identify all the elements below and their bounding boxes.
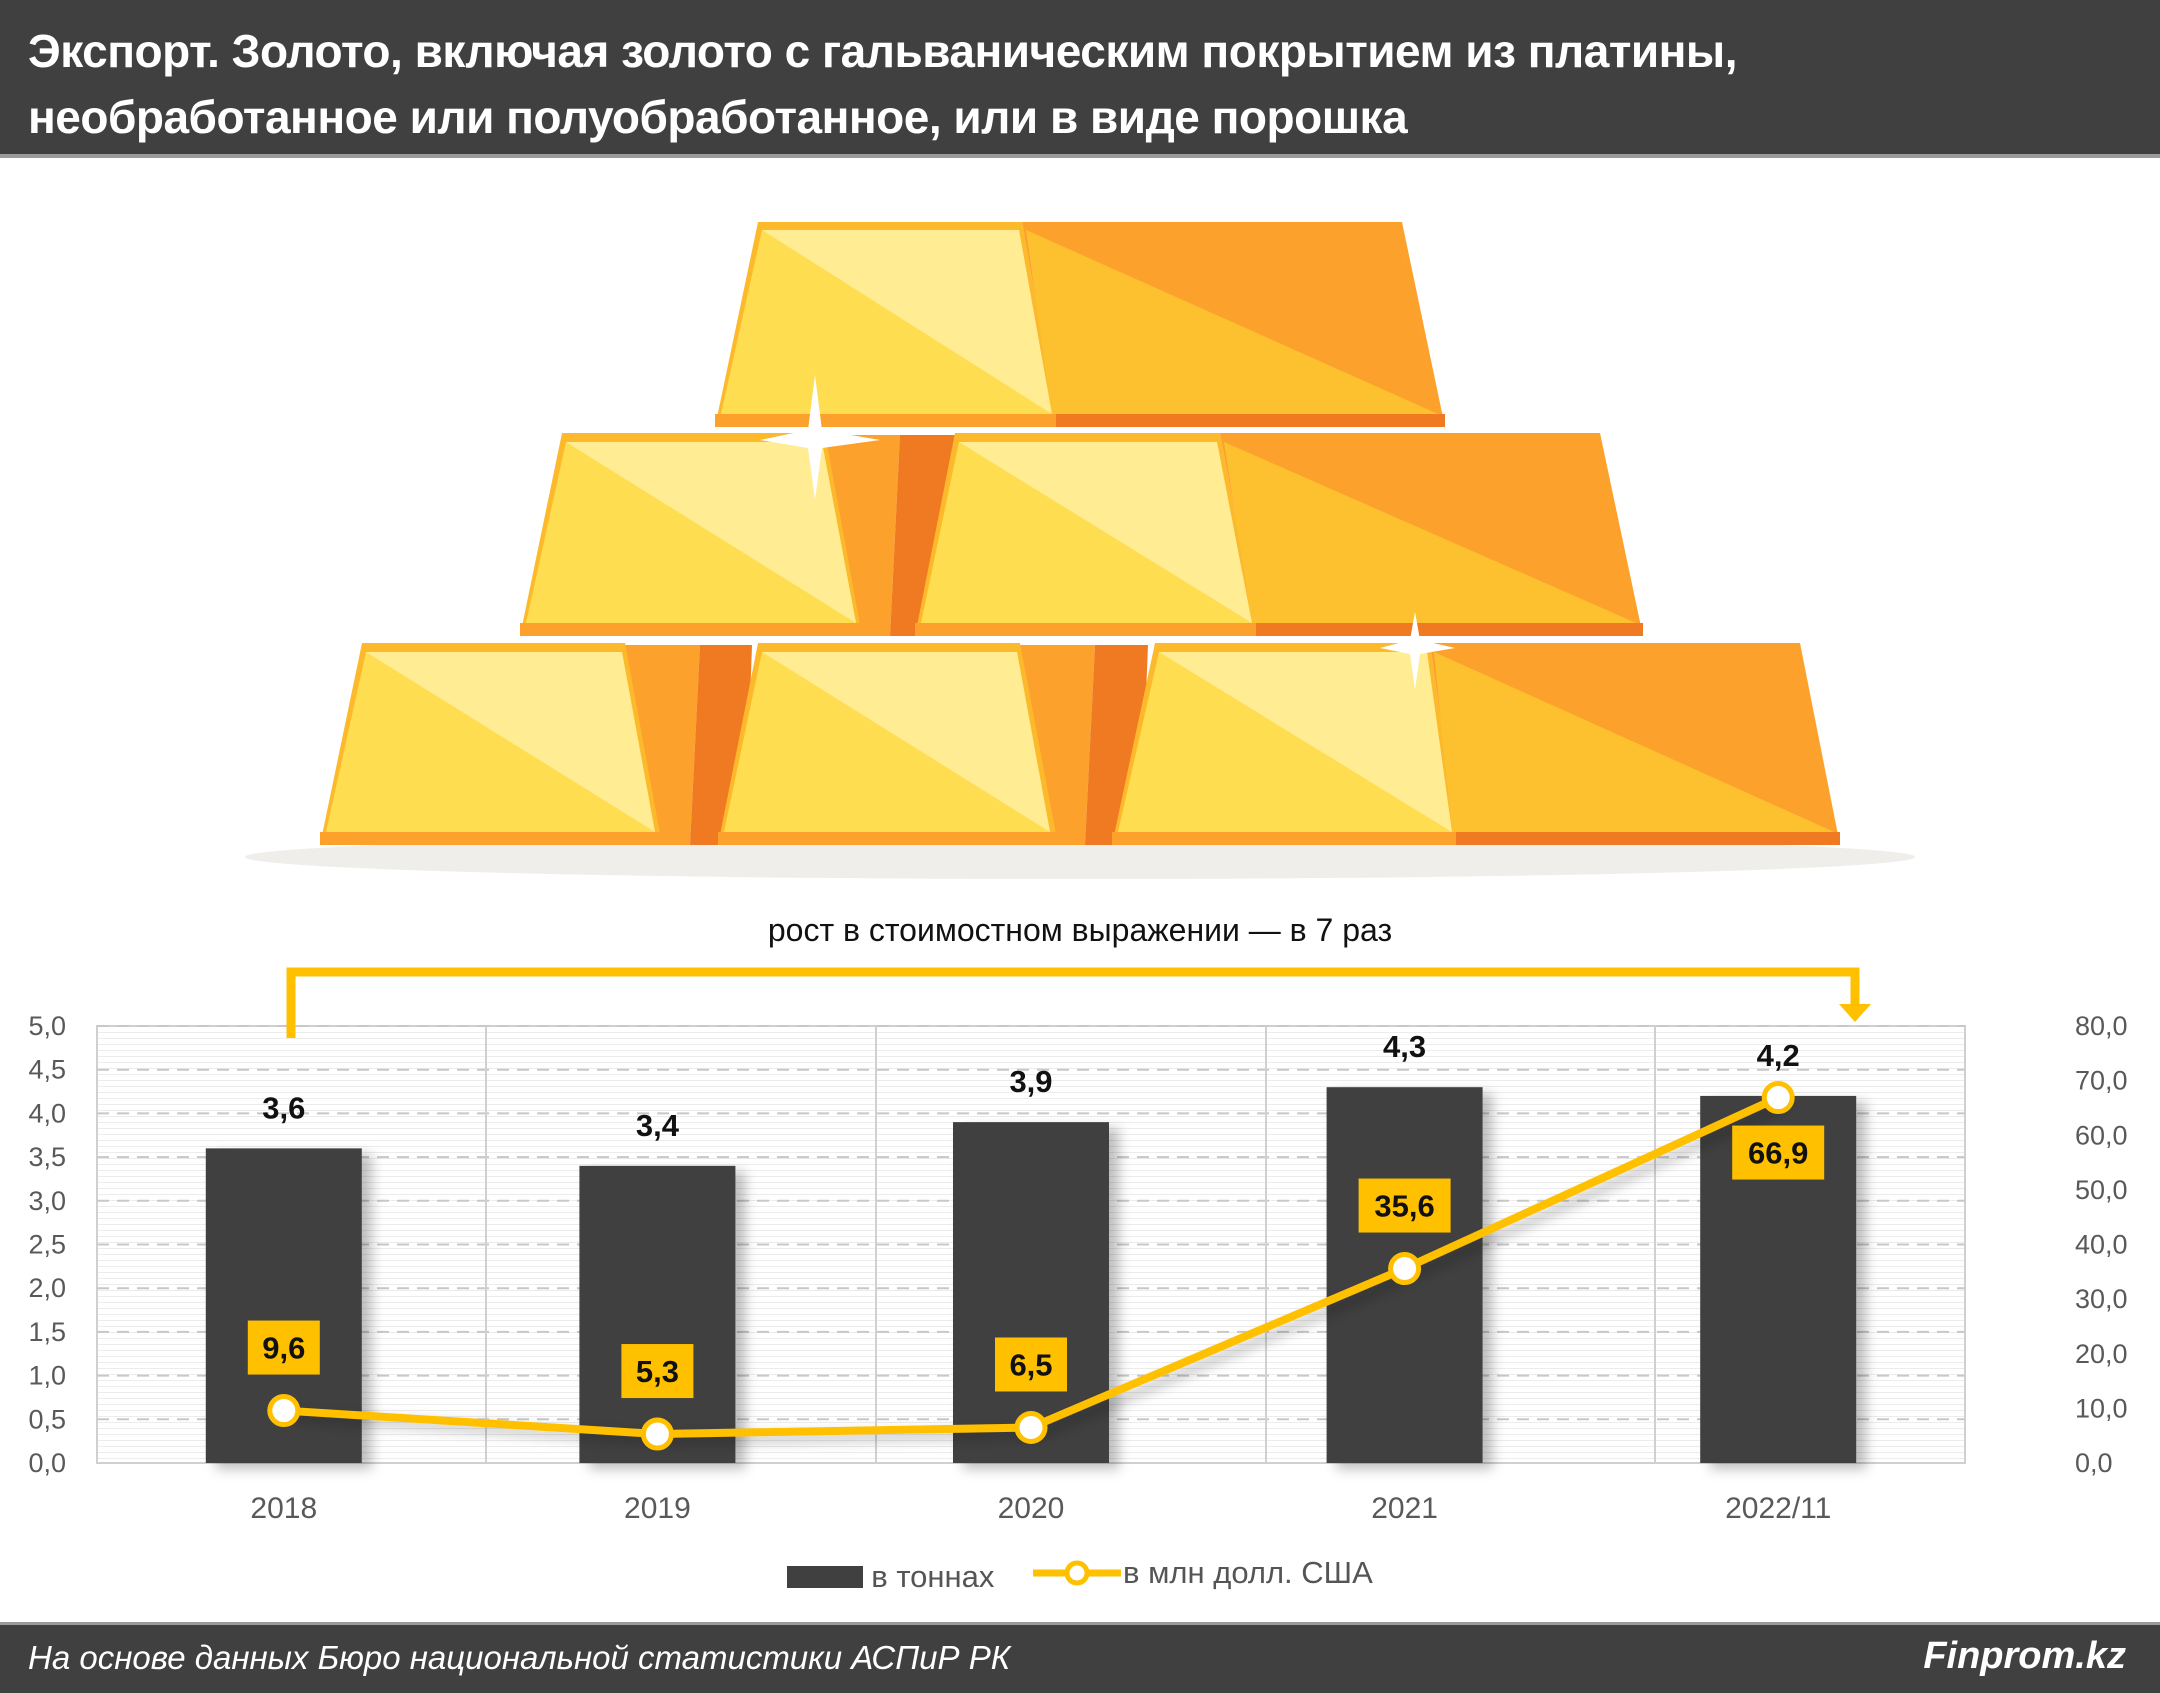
line-value-label: 6,5 bbox=[995, 1337, 1067, 1392]
right-y-axis: 0,0 10,0 20,0 30,0 40,0 50,0 60,0 70,0 80,0 bbox=[2075, 1011, 2128, 1478]
ground-shadow bbox=[245, 835, 1915, 879]
line-marker bbox=[1014, 1410, 1048, 1444]
legend-bar-swatch-icon bbox=[787, 1566, 864, 1588]
header-bar: Экспорт. Золото, включая золото с гальва… bbox=[0, 0, 2160, 158]
growth-annotation: рост в стоимостном выражении — в 7 раз bbox=[767, 912, 1393, 948]
gold-bar-row-bottom bbox=[320, 643, 1840, 845]
growth-bracket-arrow bbox=[286, 967, 1860, 1038]
bar-value-label: 3,9 bbox=[1009, 1064, 1052, 1099]
left-axis-tick: 3,0 bbox=[28, 1186, 66, 1216]
left-axis-tick: 5,0 bbox=[28, 1011, 66, 1041]
right-axis-tick: 40,0 bbox=[2075, 1230, 2128, 1260]
chart-title-line-1: Экспорт. Золото, включая золото с гальва… bbox=[28, 25, 1737, 77]
chart-title-line-2: необработанное или полуобработанное, или… bbox=[28, 91, 1408, 143]
right-axis-tick: 20,0 bbox=[2075, 1339, 2128, 1369]
gold-bars-pyramid-icon bbox=[245, 222, 1915, 879]
left-axis-tick: 4,0 bbox=[28, 1098, 66, 1128]
left-axis-tick: 1,5 bbox=[28, 1317, 66, 1347]
category-separators bbox=[485, 1026, 1656, 1463]
right-axis-tick: 30,0 bbox=[2075, 1284, 2128, 1314]
svg-text:9,6: 9,6 bbox=[262, 1331, 305, 1366]
left-y-axis: 0,0 0,5 1,0 1,5 2,0 2,5 3,0 3,5 4,0 4,5 5,0 bbox=[28, 1011, 66, 1478]
source-note: На основе данных Бюро национальной стати… bbox=[28, 1639, 1011, 1676]
line-series-usd bbox=[267, 1081, 1795, 1451]
right-axis-tick: 10,0 bbox=[2075, 1393, 2128, 1423]
right-axis-tick: 80,0 bbox=[2075, 1011, 2128, 1041]
right-axis-tick: 50,0 bbox=[2075, 1175, 2128, 1205]
right-axis-tick: 60,0 bbox=[2075, 1120, 2128, 1150]
line-marker bbox=[1761, 1081, 1795, 1115]
x-axis-tick: 2022/11 bbox=[1725, 1492, 1831, 1525]
bar-value-label: 3,6 bbox=[262, 1090, 305, 1125]
bar-value-label: 4,3 bbox=[1383, 1029, 1426, 1064]
line-value-label: 35,6 bbox=[1358, 1178, 1451, 1233]
right-axis-tick: 0,0 bbox=[2075, 1448, 2113, 1478]
svg-text:66,9: 66,9 bbox=[1748, 1136, 1808, 1171]
bar-value-label: 3,4 bbox=[636, 1108, 680, 1143]
right-axis-tick: 70,0 bbox=[2075, 1066, 2128, 1096]
arrow-down-icon bbox=[1839, 1004, 1871, 1022]
x-axis-tick: 2018 bbox=[250, 1492, 317, 1525]
footer-bar: На основе данных Бюро национальной стати… bbox=[0, 1622, 2160, 1693]
line-marker bbox=[1388, 1252, 1422, 1286]
svg-text:5,3: 5,3 bbox=[636, 1354, 679, 1389]
legend-line-marker-icon bbox=[1033, 1560, 1122, 1586]
chart-title: Экспорт. Золото, включая золото с гальва… bbox=[28, 18, 2128, 150]
line-marker bbox=[267, 1394, 301, 1428]
bar-value-label: 4,2 bbox=[1757, 1038, 1800, 1073]
svg-text:35,6: 35,6 bbox=[1374, 1189, 1434, 1224]
left-axis-tick: 2,5 bbox=[28, 1230, 66, 1260]
legend-item-tonnes: в тоннах bbox=[787, 1559, 994, 1595]
left-axis-tick: 0,5 bbox=[28, 1404, 66, 1434]
left-axis-tick: 3,5 bbox=[28, 1142, 66, 1172]
x-axis: 2018 2019 2020 2021 2022/11 bbox=[250, 1492, 1831, 1525]
bar-value-labels: 3,6 3,4 3,9 4,3 4,2 bbox=[262, 1029, 1800, 1143]
sparkle-icon bbox=[760, 375, 1455, 690]
gold-bar-row-top bbox=[715, 222, 1445, 427]
x-axis-tick: 2021 bbox=[1371, 1492, 1438, 1525]
line-value-labels: 9,6 5,3 6,5 35,6 66,9 bbox=[247, 1125, 1825, 1399]
line-value-label: 9,6 bbox=[247, 1320, 320, 1375]
line-value-label: 5,3 bbox=[621, 1344, 694, 1399]
line-value-label: 66,9 bbox=[1732, 1125, 1825, 1180]
left-axis-tick: 1,0 bbox=[28, 1361, 66, 1391]
brand-logo: Finprom.kz bbox=[1923, 1635, 2126, 1677]
gold-bar-row-middle bbox=[520, 433, 1643, 636]
bar bbox=[579, 1165, 736, 1463]
svg-text:6,5: 6,5 bbox=[1009, 1347, 1052, 1382]
x-axis-tick: 2019 bbox=[624, 1492, 691, 1525]
legend: в тоннах в млн долл. США bbox=[0, 1555, 2160, 1596]
x-axis-tick: 2020 bbox=[998, 1492, 1065, 1525]
legend-item-usd: в млн долл. США bbox=[1031, 1555, 1373, 1591]
combo-chart: 0,0 0,5 1,0 1,5 2,0 2,5 3,0 3,5 4,0 4,5 5,0 0,0 10,… bbox=[28, 967, 2128, 1525]
legend-label-tonnes: в тоннах bbox=[871, 1559, 995, 1594]
legend-label-usd: в млн долл. США bbox=[1123, 1555, 1373, 1590]
left-axis-tick: 2,0 bbox=[28, 1273, 66, 1303]
line-marker bbox=[640, 1417, 674, 1451]
left-axis-tick: 0,0 bbox=[28, 1448, 66, 1478]
left-axis-tick: 4,5 bbox=[28, 1055, 66, 1085]
